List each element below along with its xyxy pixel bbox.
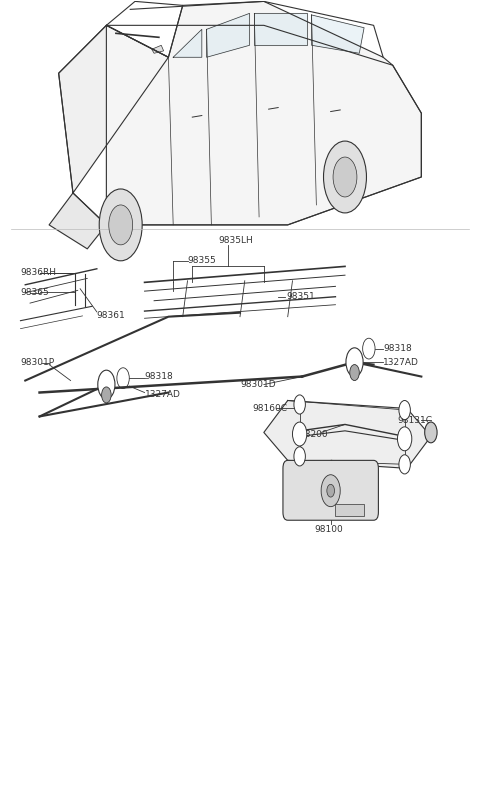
Circle shape — [292, 422, 307, 446]
Text: 98351: 98351 — [287, 292, 315, 301]
Circle shape — [346, 348, 363, 376]
Text: 98301P: 98301P — [21, 359, 55, 368]
Circle shape — [327, 485, 335, 497]
Text: 1327AD: 1327AD — [144, 389, 180, 399]
Circle shape — [333, 157, 357, 197]
Text: 98301D: 98301D — [240, 380, 276, 389]
Text: 98100: 98100 — [314, 525, 343, 534]
Circle shape — [425, 422, 437, 443]
Circle shape — [102, 387, 111, 403]
Text: 98361: 98361 — [97, 311, 126, 320]
Circle shape — [350, 364, 360, 380]
Circle shape — [99, 189, 142, 261]
Circle shape — [98, 370, 115, 399]
Circle shape — [294, 395, 305, 414]
Text: 1327AD: 1327AD — [383, 358, 419, 367]
Polygon shape — [173, 30, 202, 57]
Text: 98160C: 98160C — [252, 404, 287, 413]
Polygon shape — [107, 2, 421, 225]
Polygon shape — [49, 193, 107, 249]
Text: 9835LH: 9835LH — [218, 236, 253, 245]
Circle shape — [294, 447, 305, 466]
Polygon shape — [206, 14, 250, 57]
Text: 98318: 98318 — [144, 372, 173, 381]
Polygon shape — [152, 46, 164, 54]
Circle shape — [399, 455, 410, 474]
Text: 9836RH: 9836RH — [21, 268, 57, 277]
Polygon shape — [59, 26, 168, 193]
FancyBboxPatch shape — [283, 461, 378, 520]
Circle shape — [397, 427, 412, 451]
Polygon shape — [254, 14, 307, 46]
Text: 98131C: 98131C — [397, 416, 432, 425]
Text: 98355: 98355 — [188, 256, 216, 265]
Circle shape — [399, 400, 410, 420]
Text: 98318: 98318 — [383, 344, 412, 353]
Circle shape — [324, 141, 366, 213]
Circle shape — [109, 205, 132, 245]
Text: 98200: 98200 — [300, 429, 328, 438]
Bar — [336, 505, 364, 516]
Text: 98365: 98365 — [21, 288, 49, 297]
Polygon shape — [312, 15, 364, 54]
Circle shape — [321, 475, 340, 507]
Polygon shape — [264, 400, 431, 469]
